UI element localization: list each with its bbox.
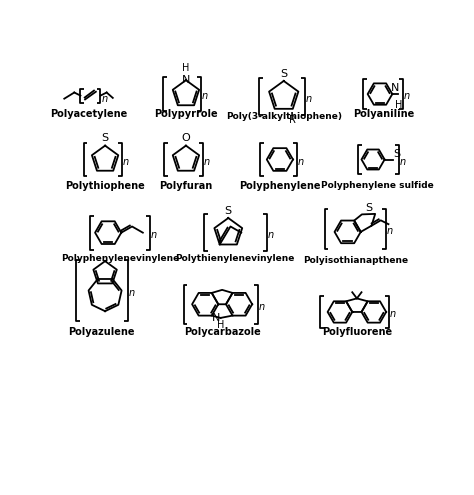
Text: Polyisothianapthene: Polyisothianapthene bbox=[303, 256, 408, 265]
Text: n: n bbox=[151, 230, 156, 240]
Text: Polyphenylenevinylene: Polyphenylenevinylene bbox=[61, 254, 180, 263]
Text: n: n bbox=[202, 92, 208, 101]
Text: Polyaniline: Polyaniline bbox=[353, 109, 414, 119]
Text: N: N bbox=[212, 313, 220, 323]
Text: S: S bbox=[365, 202, 372, 212]
Text: n: n bbox=[404, 92, 410, 101]
Text: R: R bbox=[289, 115, 296, 125]
Text: Polyphenylene sulfide: Polyphenylene sulfide bbox=[321, 181, 434, 190]
Text: n: n bbox=[298, 157, 304, 167]
Text: Polythiophene: Polythiophene bbox=[65, 181, 145, 191]
Text: n: n bbox=[306, 94, 312, 103]
Text: S: S bbox=[280, 69, 287, 79]
Text: Poly(3-alkylthiophene): Poly(3-alkylthiophene) bbox=[226, 112, 342, 121]
Text: Polypyrrole: Polypyrrole bbox=[154, 109, 218, 119]
Text: O: O bbox=[182, 133, 191, 144]
Text: H: H bbox=[182, 63, 190, 73]
Text: H: H bbox=[217, 320, 224, 330]
Text: Polyfuran: Polyfuran bbox=[159, 181, 212, 191]
Text: n: n bbox=[387, 226, 393, 236]
Text: S: S bbox=[225, 206, 232, 216]
Text: Polyfluorene: Polyfluorene bbox=[322, 327, 392, 338]
Text: n: n bbox=[267, 230, 273, 240]
Text: Polycarbazole: Polycarbazole bbox=[184, 327, 261, 338]
Text: H: H bbox=[395, 100, 402, 110]
Text: n: n bbox=[128, 288, 134, 297]
Text: n: n bbox=[204, 157, 210, 167]
Text: n: n bbox=[101, 94, 108, 103]
Text: n: n bbox=[400, 157, 406, 167]
Text: n: n bbox=[123, 157, 129, 167]
Text: Polyacetylene: Polyacetylene bbox=[50, 109, 128, 119]
Text: Polyazulene: Polyazulene bbox=[68, 327, 135, 338]
Text: Polyphenylene: Polyphenylene bbox=[239, 181, 320, 191]
Text: n: n bbox=[258, 301, 264, 311]
Text: Polythienylenevinylene: Polythienylenevinylene bbox=[175, 254, 294, 263]
Text: S: S bbox=[101, 133, 109, 144]
Text: N: N bbox=[182, 75, 190, 85]
Text: N: N bbox=[391, 83, 400, 93]
Text: S: S bbox=[393, 148, 400, 159]
Text: n: n bbox=[390, 309, 396, 319]
